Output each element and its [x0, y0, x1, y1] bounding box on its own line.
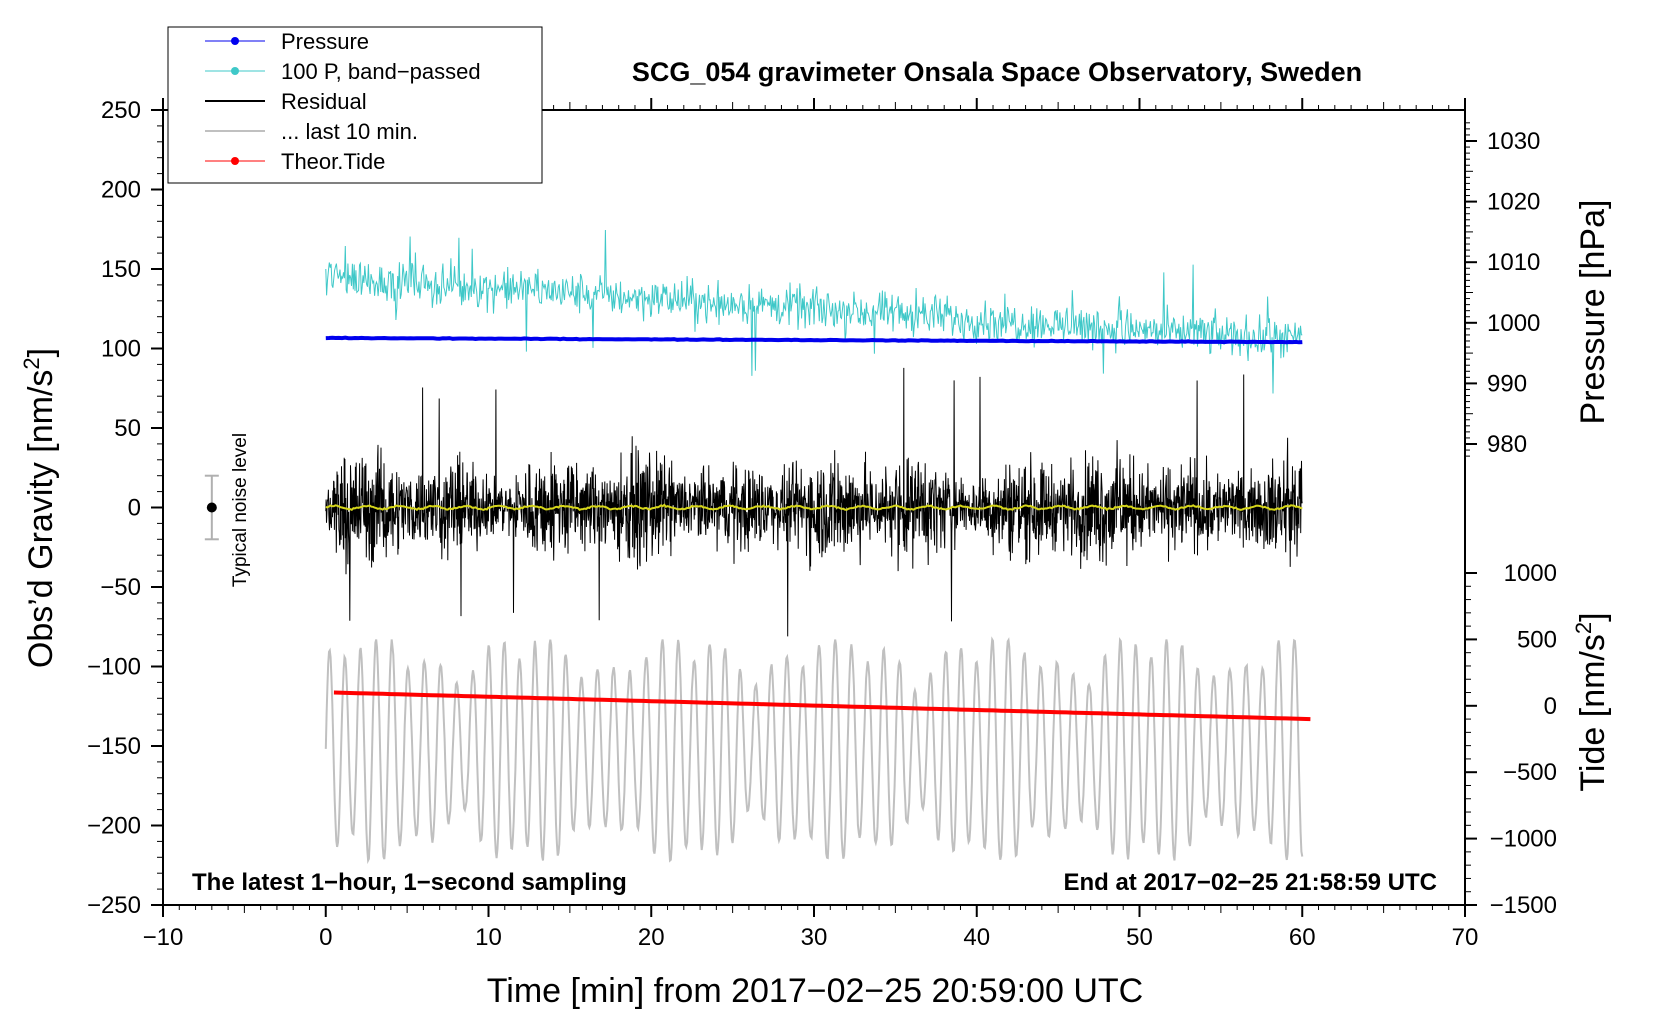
- series-last-10-min-line: [324, 636, 1304, 865]
- y-axis-title-tide: Tide [nm/s2]: [1571, 612, 1612, 791]
- x-axis-title: Time [min] from 2017−02−25 20:59:00 UTC: [487, 972, 1143, 1010]
- x-tick-label: −10: [143, 924, 184, 951]
- y-axis-title-left: Obs’d Gravity [nm/s2]: [19, 348, 60, 668]
- legend-label-residual: Residual: [281, 89, 367, 114]
- y-axis-title-left-sup: 2: [19, 357, 44, 369]
- legend-item-last10: ... last 10 min.: [205, 119, 418, 144]
- note-left: The latest 1−hour, 1−second sampling: [192, 869, 627, 896]
- pressure-tick-label: 980: [1487, 431, 1527, 458]
- legend-label-last10: ... last 10 min.: [281, 119, 418, 144]
- legend-item-residual: Residual: [205, 89, 367, 114]
- noise-dot: [206, 502, 217, 513]
- tide-tick-label: 0: [1544, 693, 1557, 720]
- series-tide-line: [333, 690, 1311, 722]
- tide-tick-label: 1000: [1504, 560, 1557, 587]
- series-residual-line: [325, 367, 1303, 637]
- legend-label-bandpassed: 100 P, band−passed: [281, 59, 481, 84]
- legend-item-bandpassed: 100 P, band−passed: [205, 59, 481, 84]
- y-axis-title-tide-sup: 2: [1571, 622, 1596, 634]
- series-bandpassed-line: [325, 229, 1303, 394]
- noise-level-indicator: Typical noise level: [204, 433, 251, 587]
- legend-item-tide: Theor.Tide: [205, 149, 385, 174]
- legend-box: [167, 26, 543, 184]
- y-tick-label: −150: [87, 733, 141, 760]
- note-right: End at 2017−02−25 21:58:59 UTC: [1063, 869, 1437, 896]
- legend-marker-bandpassed: [231, 67, 239, 75]
- series-layer: [324, 229, 1311, 865]
- pressure-tick-label: 1020: [1487, 189, 1540, 216]
- y-tick-label: 200: [101, 177, 141, 204]
- y-tick-label: −50: [100, 574, 141, 601]
- x-tick-label: 40: [963, 924, 990, 951]
- y-tick-label: 50: [114, 415, 141, 442]
- y-tick-label: −250: [87, 892, 141, 919]
- y-axis-title-tide-end: ]: [1574, 612, 1612, 621]
- pressure-tick-label: 1010: [1487, 249, 1540, 276]
- legend-label-tide: Theor.Tide: [281, 149, 385, 174]
- y-axis-title-left-end: ]: [22, 348, 60, 357]
- y-axis-title-pressure: Pressure [hPa]: [1574, 200, 1612, 425]
- x-tick-label: 60: [1289, 924, 1316, 951]
- tide-tick-label: 500: [1517, 626, 1557, 653]
- legend-marker-tide: [231, 157, 239, 165]
- y-tick-label: 250: [101, 97, 141, 124]
- legend-item-pressure: Pressure: [205, 29, 369, 54]
- chart-title: SCG_054 gravimeter Onsala Space Observat…: [632, 57, 1362, 87]
- tide-tick-label: −500: [1503, 759, 1557, 786]
- tide-tick-label: −1000: [1490, 826, 1557, 853]
- x-tick-label: 0: [319, 924, 332, 951]
- pressure-tick-label: 1000: [1487, 310, 1540, 337]
- y-tick-label: −100: [87, 654, 141, 681]
- x-tick-label: 30: [801, 924, 828, 951]
- series-residual-smoothed-line: [325, 503, 1303, 512]
- x-tick-label: 70: [1452, 924, 1479, 951]
- legend-label-pressure: Pressure: [281, 29, 369, 54]
- y-tick-label: 100: [101, 336, 141, 363]
- y-tick-label: 150: [101, 256, 141, 283]
- series-pressure-line: [325, 335, 1303, 345]
- legend: Pressure 100 P, band−passed Residual ...…: [167, 26, 543, 184]
- y-tick-label: 0: [128, 495, 141, 522]
- legend-marker-pressure: [231, 37, 239, 45]
- y-axis-title-tide-main: Tide [nm/s: [1574, 634, 1612, 791]
- x-tick-label: 50: [1126, 924, 1153, 951]
- tick-layer: −10 0 10 20 30 40 50 60 70250200150100500−50−100…: [87, 97, 1557, 951]
- noise-label: Typical noise level: [230, 433, 251, 587]
- x-tick-label: 10: [475, 924, 502, 951]
- y-tick-label: −200: [87, 813, 141, 840]
- pressure-tick-label: 990: [1487, 370, 1527, 397]
- x-tick-label: 20: [638, 924, 665, 951]
- pressure-tick-label: 1030: [1487, 128, 1540, 155]
- y-axis-title-left-main: Obs’d Gravity [nm/s: [22, 370, 60, 669]
- tide-tick-label: −1500: [1490, 892, 1557, 919]
